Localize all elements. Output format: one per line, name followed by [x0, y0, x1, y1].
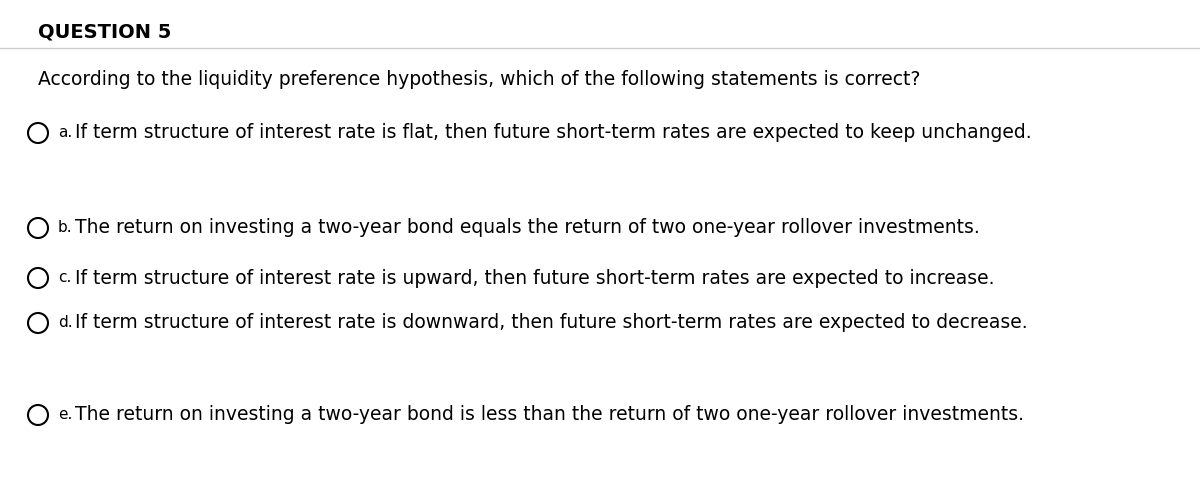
- Text: The return on investing a two-year bond is less than the return of two one-year : The return on investing a two-year bond …: [74, 406, 1024, 424]
- Text: If term structure of interest rate is downward, then future short-term rates are: If term structure of interest rate is do…: [74, 313, 1027, 332]
- Text: a.: a.: [58, 125, 72, 140]
- Text: c.: c.: [58, 270, 71, 285]
- Text: e.: e.: [58, 407, 72, 422]
- Text: d.: d.: [58, 315, 73, 330]
- Text: According to the liquidity preference hypothesis, which of the following stateme: According to the liquidity preference hy…: [38, 70, 920, 89]
- Text: If term structure of interest rate is flat, then future short-term rates are exp: If term structure of interest rate is fl…: [74, 124, 1032, 142]
- Text: b.: b.: [58, 220, 73, 235]
- Text: If term structure of interest rate is upward, then future short-term rates are e: If term structure of interest rate is up…: [74, 269, 995, 287]
- Text: QUESTION 5: QUESTION 5: [38, 22, 172, 41]
- Text: The return on investing a two-year bond equals the return of two one-year rollov: The return on investing a two-year bond …: [74, 218, 979, 238]
